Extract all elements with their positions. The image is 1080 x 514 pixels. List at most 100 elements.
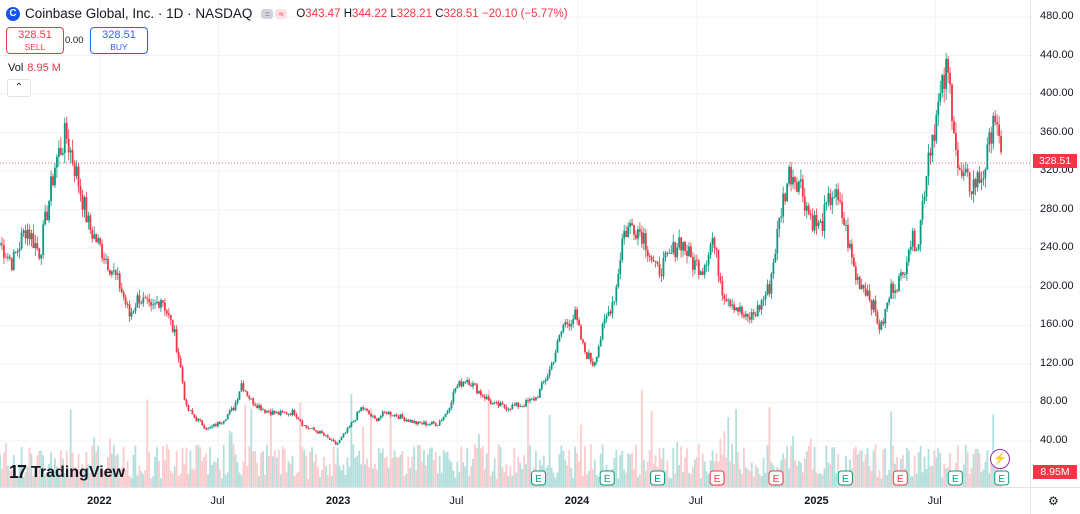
candle-body	[756, 305, 759, 316]
volume-bar	[144, 469, 147, 487]
volume-bar	[118, 471, 121, 487]
volume-bar	[328, 463, 331, 487]
candle-body	[162, 300, 164, 303]
candle-body	[144, 297, 147, 299]
volume-bar	[692, 467, 694, 487]
volume-bar	[884, 448, 887, 487]
volume-bar	[493, 458, 496, 487]
candle-body	[419, 421, 421, 424]
volume-bar	[69, 409, 72, 487]
indicator-chips[interactable]: = ≈	[261, 8, 288, 19]
volume-bar	[385, 456, 388, 487]
candle-body	[648, 255, 651, 258]
volume-bar	[480, 448, 482, 487]
volume-bar	[366, 458, 368, 487]
candle-body	[107, 258, 109, 270]
volume-bar	[754, 465, 757, 487]
volume-bar	[966, 451, 969, 487]
candle-body	[737, 307, 739, 312]
gear-icon[interactable]: ⚙	[1048, 494, 1059, 508]
candle-body	[97, 238, 100, 243]
volume-bar	[275, 457, 278, 487]
change-value: −20.10 (−5.77%)	[481, 7, 568, 20]
volume-bar	[935, 457, 938, 487]
candle-body	[203, 425, 206, 429]
sell-button[interactable]: 328.51 SELL	[6, 27, 64, 54]
candle-body	[460, 381, 463, 387]
candle-body	[405, 419, 408, 422]
volume-bar	[693, 459, 696, 487]
volume-bar	[819, 473, 822, 487]
candle-body	[923, 196, 926, 202]
volume-bar	[497, 444, 500, 487]
candle-body	[713, 237, 716, 248]
volume-bar	[216, 458, 219, 487]
volume-legend[interactable]: Vol 8.95 M	[8, 62, 61, 74]
candle-body	[584, 342, 586, 353]
volume-bar	[222, 444, 225, 487]
candle-body	[197, 418, 200, 421]
coinbase-logo-icon: C	[6, 6, 20, 21]
candle-body	[67, 138, 70, 153]
candle-body	[809, 213, 812, 216]
volume-bar	[244, 404, 247, 487]
candle-body	[211, 426, 213, 428]
candle-body	[403, 417, 406, 422]
volume-bar	[438, 455, 441, 487]
volume-bar	[670, 478, 673, 487]
volume-bar	[631, 452, 633, 487]
candle-body	[652, 260, 655, 262]
tradingview-logo[interactable]: 17 TradingView	[9, 462, 125, 483]
candle-body	[550, 363, 553, 370]
lightning-icon[interactable]: ⚡	[990, 449, 1010, 469]
candle-body	[958, 168, 961, 170]
volume-bar	[507, 476, 510, 487]
candle-body	[764, 295, 767, 300]
candle-body	[595, 357, 598, 362]
candle-body	[674, 242, 677, 258]
volume-bar	[346, 457, 349, 487]
symbol-title[interactable]: Coinbase Global, Inc. · 1D · NASDAQ	[25, 6, 253, 21]
candle-body	[264, 409, 266, 413]
volume-bar	[95, 451, 98, 487]
volume-bar	[564, 460, 567, 487]
candle-body	[503, 404, 506, 408]
volume-bar	[350, 393, 353, 487]
candle-body	[462, 382, 465, 387]
candle-body	[10, 258, 13, 270]
volume-bar	[766, 445, 769, 487]
candle-body	[546, 375, 549, 380]
candle-body	[85, 197, 88, 223]
volume-bar	[405, 473, 408, 487]
candle-body	[690, 246, 692, 258]
candle-body	[617, 274, 620, 287]
volume-bar	[623, 469, 626, 487]
approx-chip[interactable]: ≈	[275, 8, 288, 19]
candle-body	[805, 205, 808, 211]
candle-body	[271, 410, 274, 415]
volume-bar	[911, 476, 914, 487]
candle-body	[395, 414, 398, 417]
volume-bar	[478, 433, 480, 487]
chevron-up-icon[interactable]: ⌃	[7, 79, 31, 97]
equal-chip[interactable]: =	[261, 8, 274, 19]
candle-body	[668, 252, 671, 254]
candle-body	[99, 238, 102, 245]
candle-body	[884, 308, 887, 324]
candle-body	[277, 412, 280, 415]
time-tick-label: 2024	[564, 495, 590, 507]
candle-body	[109, 269, 111, 275]
volume-bar	[114, 455, 117, 487]
volume-bar	[401, 451, 404, 487]
candle-body	[821, 221, 824, 231]
volume-bar	[509, 465, 512, 487]
volume-bar	[937, 448, 940, 487]
candle-body	[187, 404, 190, 411]
volume-bar	[201, 461, 204, 487]
volume-bar	[67, 475, 70, 487]
buy-button[interactable]: 328.51 BUY	[90, 27, 148, 54]
volume-bar	[941, 477, 944, 487]
candle-body	[215, 424, 217, 427]
volume-bar	[970, 467, 973, 487]
